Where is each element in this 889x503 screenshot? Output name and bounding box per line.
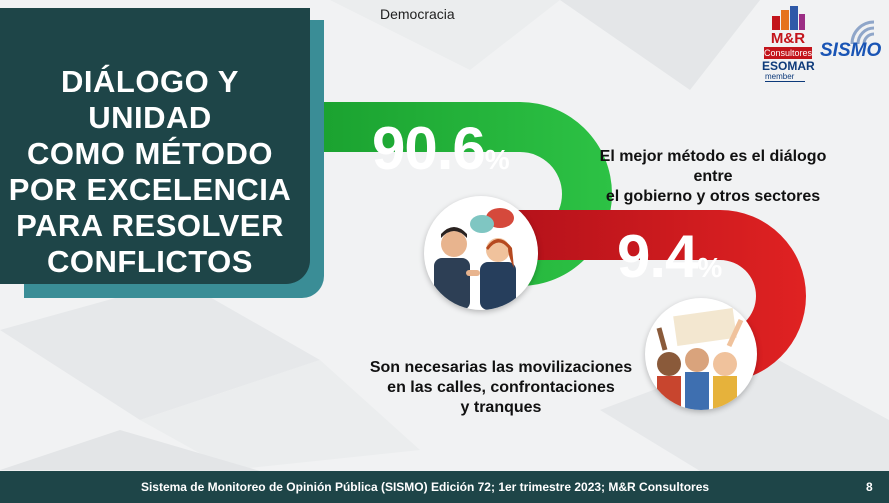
caption-line: El mejor método es el diálogo entre bbox=[599, 148, 827, 185]
caption-line: y tranques bbox=[460, 399, 542, 416]
value-label-protests: 9.4% bbox=[617, 222, 722, 291]
title-line: COMO MÉTODO bbox=[26, 136, 274, 171]
title-line: CONFLICTOS bbox=[47, 244, 253, 279]
building-icon bbox=[772, 6, 805, 30]
percent-symbol: % bbox=[697, 252, 723, 283]
category-label-dialogue: El mejor método es el diálogo entre el g… bbox=[578, 147, 848, 207]
mr-consultores-logo: M&R Consultores ESOMAR member bbox=[762, 4, 815, 84]
title-panel bbox=[0, 8, 310, 284]
mr-sub: Consultores bbox=[764, 47, 813, 59]
footer-bar: Sistema de Monitoreo de Opinión Pública … bbox=[0, 471, 889, 503]
category-label-protests: Son necesarias las movilizaciones en las… bbox=[356, 358, 646, 418]
sismo-word: SISMO bbox=[820, 40, 882, 61]
value-number: 90.6 bbox=[372, 115, 486, 182]
people-talking-icon bbox=[424, 196, 538, 310]
section-label: Democracia bbox=[380, 6, 455, 22]
sismo-logo: SISMO bbox=[816, 10, 884, 70]
title-line: POR EXCELENCIA bbox=[8, 172, 292, 207]
slide-title: DIÁLOGO Y UNIDAD COMO MÉTODO POR EXCELEN… bbox=[0, 64, 300, 280]
value-label-dialogue: 90.6% bbox=[372, 114, 510, 183]
caption-line: Son necesarias las movilizaciones bbox=[369, 359, 633, 376]
caption-line: en las calles, confrontaciones bbox=[387, 379, 615, 396]
title-line: PARA RESOLVER bbox=[16, 208, 284, 243]
esomar-label: ESOMAR bbox=[762, 59, 815, 73]
esomar-member: member bbox=[765, 72, 805, 82]
footer-source: Sistema de Monitoreo de Opinión Pública … bbox=[140, 480, 710, 494]
value-number: 9.4 bbox=[617, 223, 698, 290]
protest-crowd-icon bbox=[645, 298, 757, 410]
mr-brand: M&R bbox=[770, 30, 806, 47]
seismic-wave-icon bbox=[850, 20, 875, 45]
caption-line: el gobierno y otros sectores bbox=[605, 188, 821, 205]
page-number: 8 bbox=[866, 480, 873, 494]
percent-symbol: % bbox=[484, 144, 510, 175]
title-line: DIÁLOGO Y UNIDAD bbox=[61, 64, 239, 135]
